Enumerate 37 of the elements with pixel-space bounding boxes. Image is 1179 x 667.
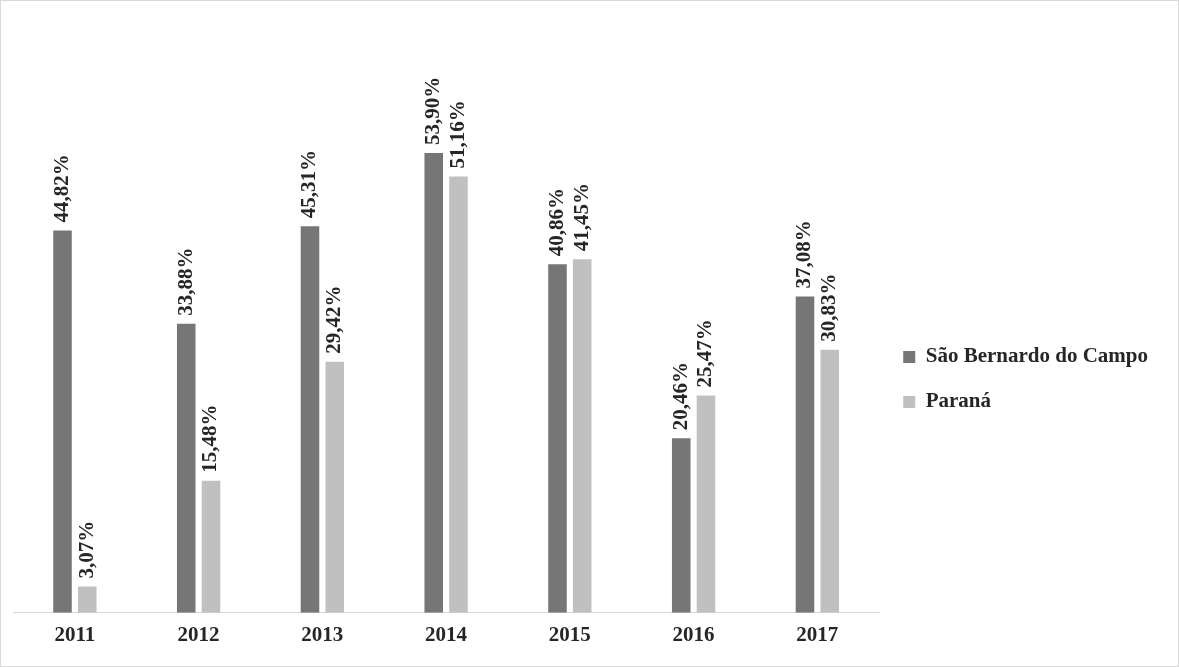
data-label: 29,42% [321,285,346,354]
data-label: 33,88% [172,247,197,316]
bar [325,361,345,613]
data-label: 37,08% [791,220,816,289]
bar [300,226,320,613]
x-tick-label: 2011 [54,621,96,646]
bar [53,230,72,613]
bar [77,586,97,613]
bar [572,259,592,613]
bar [696,395,716,613]
data-label: 40,86% [543,188,568,257]
legend-label: São Bernardo do Campo [925,343,1149,368]
bar [671,438,691,613]
data-label: 25,47% [692,319,717,388]
bar [795,296,815,613]
data-label: 41,45% [568,182,593,252]
bar [548,264,567,613]
data-label: 3,07% [73,520,98,579]
data-label: 45,31% [296,150,321,219]
x-tick-label: 2015 [548,621,591,646]
data-label: 15,48% [197,404,222,473]
bar [201,480,221,613]
bar [176,323,196,613]
x-tick-label: 2013 [301,621,344,646]
legend-label: Paraná [925,388,992,413]
bar [820,349,840,613]
bar [424,153,444,613]
x-tick-label: 2017 [796,621,839,646]
data-label: 53,90% [420,76,445,146]
x-tick-label: 2016 [672,621,715,646]
data-label: 30,83% [816,273,841,342]
data-label: 44,82% [48,154,73,223]
data-label: 20,46% [667,362,692,431]
x-tick-label: 2014 [425,621,468,646]
data-label: 51,16% [444,100,469,169]
x-tick-label: 2012 [177,621,220,646]
bar [449,176,468,613]
